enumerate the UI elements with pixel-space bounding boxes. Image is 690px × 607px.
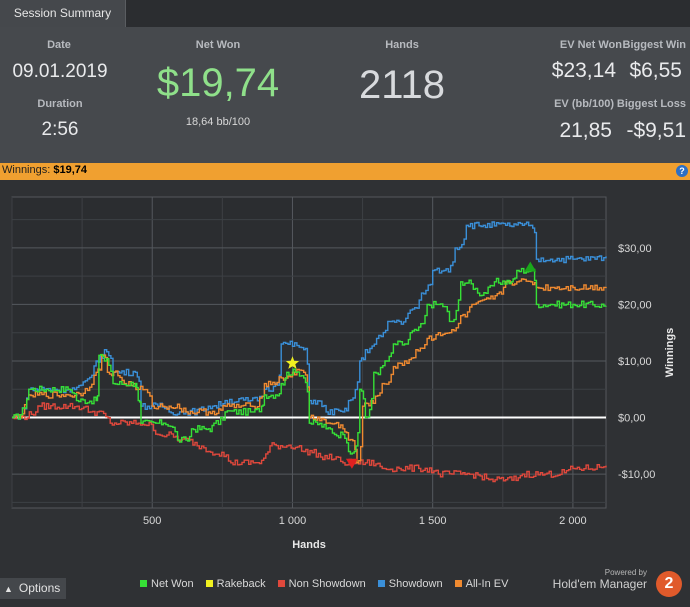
- hm2-logo-icon: 2: [656, 571, 682, 597]
- legend-label: Non Showdown: [288, 578, 366, 590]
- legend-item-all-in-ev[interactable]: All-In EV: [454, 578, 509, 590]
- brand-name: Hold'em Manager: [552, 577, 647, 591]
- biggest-loss-marker: [345, 458, 358, 469]
- session-summary-panel: Date 09.01.2019 Duration 2:56 Net Won $1…: [0, 27, 690, 163]
- duration-label: Duration: [37, 98, 83, 110]
- x-tick-label: 1 500: [419, 515, 447, 527]
- chevron-up-icon: ▲: [4, 584, 13, 594]
- legend-item-showdown[interactable]: Showdown: [377, 578, 443, 590]
- legend-label: Showdown: [388, 578, 443, 590]
- net-won-label: Net Won: [195, 39, 241, 51]
- series-line-net-won: [12, 267, 607, 455]
- legend-swatch: [140, 580, 147, 587]
- legend-label: Rakeback: [216, 578, 266, 590]
- net-won-bb-per-100: 18,64 bb/100: [185, 116, 251, 128]
- x-tick-label: 2 000: [559, 515, 587, 527]
- tab-session-summary[interactable]: Session Summary: [0, 0, 126, 27]
- series-line-showdown: [12, 221, 607, 420]
- chart-svg: 500 1 000 1 500 2 000 $30,00 $20,00 $10,00 $0,0…: [11, 196, 676, 551]
- ev-net-won-label: EV Net Won: [559, 39, 622, 51]
- duration-value: 2:56: [41, 119, 79, 140]
- hands-value: 2118: [358, 63, 445, 107]
- y-tick-label: $0,00: [618, 413, 646, 425]
- y-tick-label: -$10,00: [618, 469, 655, 481]
- plot-area: [11, 196, 607, 509]
- holdem-manager-branding: Powered by Hold'em Manager 2: [547, 568, 682, 600]
- winnings-text: Winnings: $19,74: [2, 164, 87, 176]
- biggest-loss-label: Biggest Loss: [616, 98, 686, 110]
- help-icon[interactable]: ?: [676, 165, 688, 177]
- legend-item-net-won[interactable]: Net Won: [140, 578, 194, 590]
- x-tick-label: 1 000: [279, 515, 307, 527]
- bottom-bar: ▲ Options Net Won Rakeback Non Showdown S…: [0, 568, 690, 607]
- legend-swatch: [454, 580, 462, 587]
- options-button[interactable]: ▲ Options: [0, 578, 66, 599]
- winnings-value: $19,74: [53, 164, 88, 176]
- date-label: Date: [47, 39, 71, 51]
- powered-by-text: Powered by: [604, 568, 647, 577]
- y-tick-label: $10,00: [618, 356, 652, 368]
- date-value: 09.01.2019: [12, 61, 108, 82]
- hands-label: Hands: [385, 39, 419, 51]
- net-won-value: $19,74: [156, 61, 280, 105]
- biggest-win-label: Biggest Win: [622, 39, 686, 51]
- biggest-win-value: $6,55: [629, 59, 682, 82]
- legend-swatch: [277, 580, 285, 587]
- legend-swatch: [205, 580, 213, 587]
- y-tick-label: $20,00: [618, 299, 652, 311]
- legend-label: All-In EV: [465, 578, 509, 590]
- y-tick-label: $30,00: [618, 243, 652, 255]
- winnings-label: Winnings:: [2, 164, 51, 176]
- x-tick-label: 500: [143, 515, 161, 527]
- legend-item-rakeback[interactable]: Rakeback: [205, 578, 266, 590]
- chart-legend: Net Won Rakeback Non Showdown Showdown A…: [140, 578, 517, 590]
- ev-bb-label: EV (bb/100): [554, 98, 614, 110]
- legend-label: Net Won: [151, 578, 194, 590]
- x-axis-title: Hands: [292, 539, 326, 551]
- biggest-loss-value: -$9,51: [626, 119, 686, 142]
- biggest-win-marker: [524, 261, 537, 272]
- star-marker: [285, 356, 300, 369]
- legend-item-non-showdown[interactable]: Non Showdown: [277, 578, 366, 590]
- winnings-bar: Winnings: $19,74 ?: [0, 163, 690, 180]
- y-axis-title: Winnings: [664, 328, 676, 377]
- legend-swatch: [377, 580, 385, 587]
- ev-bb-value: 21,85: [559, 119, 612, 142]
- options-label: Options: [18, 581, 61, 595]
- tab-bar: Session Summary: [0, 0, 690, 27]
- series-line-non-showdown: [12, 402, 607, 483]
- winnings-chart: 500 1 000 1 500 2 000 $30,00 $20,00 $10,00 $0,0…: [0, 180, 690, 575]
- ev-net-won-value: $23,14: [551, 59, 616, 82]
